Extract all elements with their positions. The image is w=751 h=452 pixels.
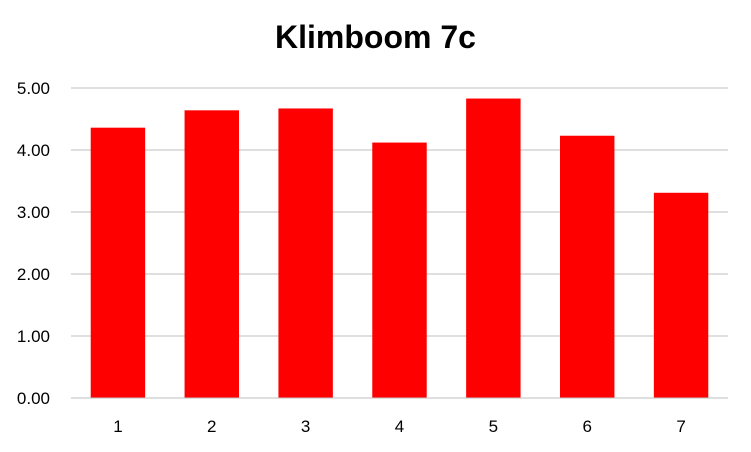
- y-tick-labels: 0.00 1.00 2.00 3.00 4.00 5.00: [17, 79, 50, 408]
- bar-5: [466, 98, 521, 398]
- y-tick-label: 3.00: [17, 203, 50, 222]
- x-tick-label: 4: [395, 417, 404, 436]
- bar-1: [90, 127, 146, 399]
- x-tick-label: 3: [301, 417, 310, 436]
- bar-7: [653, 192, 709, 398]
- bar-6: [559, 135, 615, 399]
- bars: [90, 98, 709, 399]
- y-tick-label: 5.00: [17, 79, 50, 98]
- x-tick-label: 5: [489, 417, 498, 436]
- y-tick-label: 1.00: [17, 327, 50, 346]
- bar-4: [372, 142, 427, 398]
- x-tick-label: 2: [207, 417, 216, 436]
- chart-title: Klimboom 7c: [275, 19, 476, 55]
- y-tick-label: 4.00: [17, 141, 50, 160]
- x-tick-label: 1: [113, 417, 122, 436]
- x-tick-labels: 1 2 3 4 5 6 7: [113, 417, 686, 436]
- bar-2: [184, 110, 240, 398]
- bar-3: [278, 108, 333, 399]
- x-tick-label: 7: [676, 417, 685, 436]
- y-tick-label: 0.00: [17, 389, 50, 408]
- y-tick-label: 2.00: [17, 265, 50, 284]
- x-tick-label: 6: [582, 417, 591, 436]
